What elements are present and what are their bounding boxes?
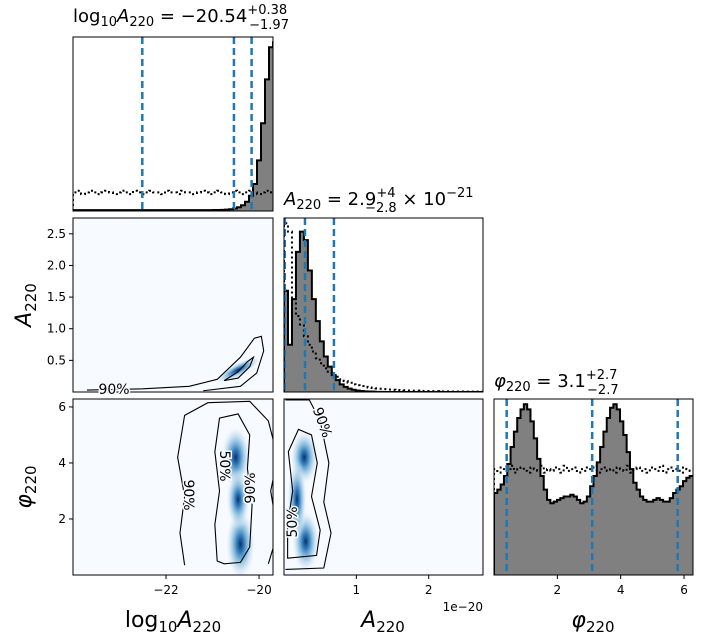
- contour-1: [223, 355, 255, 382]
- title-part: +2.7: [586, 368, 618, 383]
- title-part: 220: [129, 15, 154, 30]
- label-part: A: [359, 608, 376, 633]
- x-tick-label-A-0: 1: [353, 583, 361, 597]
- posterior-hist-fill: [73, 42, 273, 211]
- y-axis-label-A: A220: [12, 283, 40, 329]
- density-frame: [72, 217, 274, 393]
- contour-label-phi-logA-outer-left: 90%: [180, 479, 196, 510]
- hist-frame: [72, 36, 274, 212]
- label-part: log: [125, 608, 159, 633]
- x-offset-label-A: 1e−20: [443, 600, 483, 614]
- label-part: A: [175, 608, 192, 633]
- y-tick-label-A-0: 0.5: [47, 353, 66, 367]
- x-tick-label-phi-1: 4: [617, 583, 625, 597]
- prior-hist-line: [284, 222, 483, 392]
- x-tick-label-A-1: 2: [425, 583, 433, 597]
- x-tick-label-phi-2: 6: [680, 583, 688, 597]
- density-frame: [283, 398, 484, 576]
- y-tick-label-A-4: 2.5: [47, 227, 66, 241]
- title-part: × 10: [397, 189, 446, 210]
- hist-panel-A: [283, 217, 484, 393]
- title-part: = −20.54: [154, 6, 247, 27]
- y-tick-label-phi-2: 6: [58, 400, 66, 414]
- title-part: log: [73, 6, 100, 27]
- y-tick-label-A-3: 2.0: [47, 258, 66, 272]
- title-part: −2.7: [587, 383, 619, 398]
- x-tick-label-logA-0: −22: [153, 583, 178, 597]
- title-part: 220: [296, 198, 321, 213]
- label-part: 220: [193, 618, 222, 636]
- title-part: 220: [506, 380, 531, 395]
- y-tick-label-phi-0: 2: [58, 512, 66, 526]
- contour-0: [177, 400, 273, 566]
- posterior-hist-line: [284, 230, 483, 392]
- hist-frame: [283, 217, 484, 393]
- title-A: A220 = 2.9+4 −2.8 × 10−21: [283, 186, 474, 216]
- x-tick-label-logA-1: −20: [246, 583, 271, 597]
- contour-1: [287, 428, 321, 559]
- x-axis-label-A: A220: [359, 608, 405, 636]
- title-part: = 3.1: [531, 371, 586, 392]
- y-tick-label-A-2: 1.5: [47, 290, 66, 304]
- posterior-hist-line: [494, 403, 693, 575]
- label-part: φ: [571, 608, 586, 633]
- y-axis-label-phi: φ220: [12, 465, 40, 508]
- x-tick-label-phi-0: 2: [554, 583, 562, 597]
- label-part: φ: [12, 494, 37, 509]
- density-panel-phi-vs-A: [283, 398, 484, 576]
- contour-label-phi-logA-outer-right: 90%: [243, 472, 259, 503]
- title-part: φ: [494, 371, 506, 392]
- label-part: 220: [586, 618, 615, 636]
- contour-1: [214, 413, 253, 565]
- title-part: −2.8: [365, 201, 397, 216]
- title-part: A: [283, 189, 296, 210]
- y-tick-label-A-1: 1.0: [47, 322, 66, 336]
- label-part: 10: [158, 618, 177, 636]
- hist-frame: [493, 398, 694, 576]
- contour-label-phi-logA-inner: 50%: [216, 450, 232, 481]
- density-panel-phi-vs-logA: [72, 398, 274, 576]
- density-panel-A-vs-logA: [72, 217, 274, 393]
- label-part: 220: [376, 618, 405, 636]
- posterior-hist-fill: [284, 231, 483, 392]
- hist-panel-logA: [72, 36, 274, 212]
- contour-label-a-logA: 90%: [98, 382, 129, 398]
- title-logA: log10A220 = −20.54+0.38 −1.97: [73, 3, 289, 33]
- prior-hist-line: [73, 189, 273, 211]
- label-part: 220: [22, 283, 40, 312]
- contour-label-phi-A-inner: 50%: [285, 506, 301, 537]
- title-part: −1.97: [249, 18, 289, 33]
- posterior-hist-fill: [494, 404, 693, 575]
- posterior-hist-line: [73, 41, 273, 211]
- density-frame: [72, 398, 274, 576]
- x-axis-label-logA: log10A220: [125, 608, 221, 636]
- contour-0: [86, 335, 265, 392]
- label-part: A: [12, 312, 37, 329]
- title-part: A: [116, 6, 129, 27]
- density-blob-2: [226, 469, 251, 530]
- hist-panel-phi: [493, 398, 694, 576]
- label-part: 220: [22, 465, 40, 494]
- prior-hist-line: [494, 464, 693, 575]
- y-tick-label-phi-1: 4: [58, 456, 66, 470]
- density-blob-2: [287, 459, 308, 540]
- density-blob-0: [214, 356, 262, 384]
- contour-0: [285, 399, 332, 570]
- title-part: +4: [376, 186, 395, 201]
- x-axis-label-phi: φ220: [571, 608, 614, 636]
- title-part: 10: [100, 15, 117, 30]
- title-phi: φ220 = 3.1+2.7 −2.7: [494, 368, 619, 398]
- title-part: +0.38: [247, 3, 287, 18]
- title-part: = 2.9: [321, 189, 376, 210]
- title-part: −21: [446, 186, 473, 201]
